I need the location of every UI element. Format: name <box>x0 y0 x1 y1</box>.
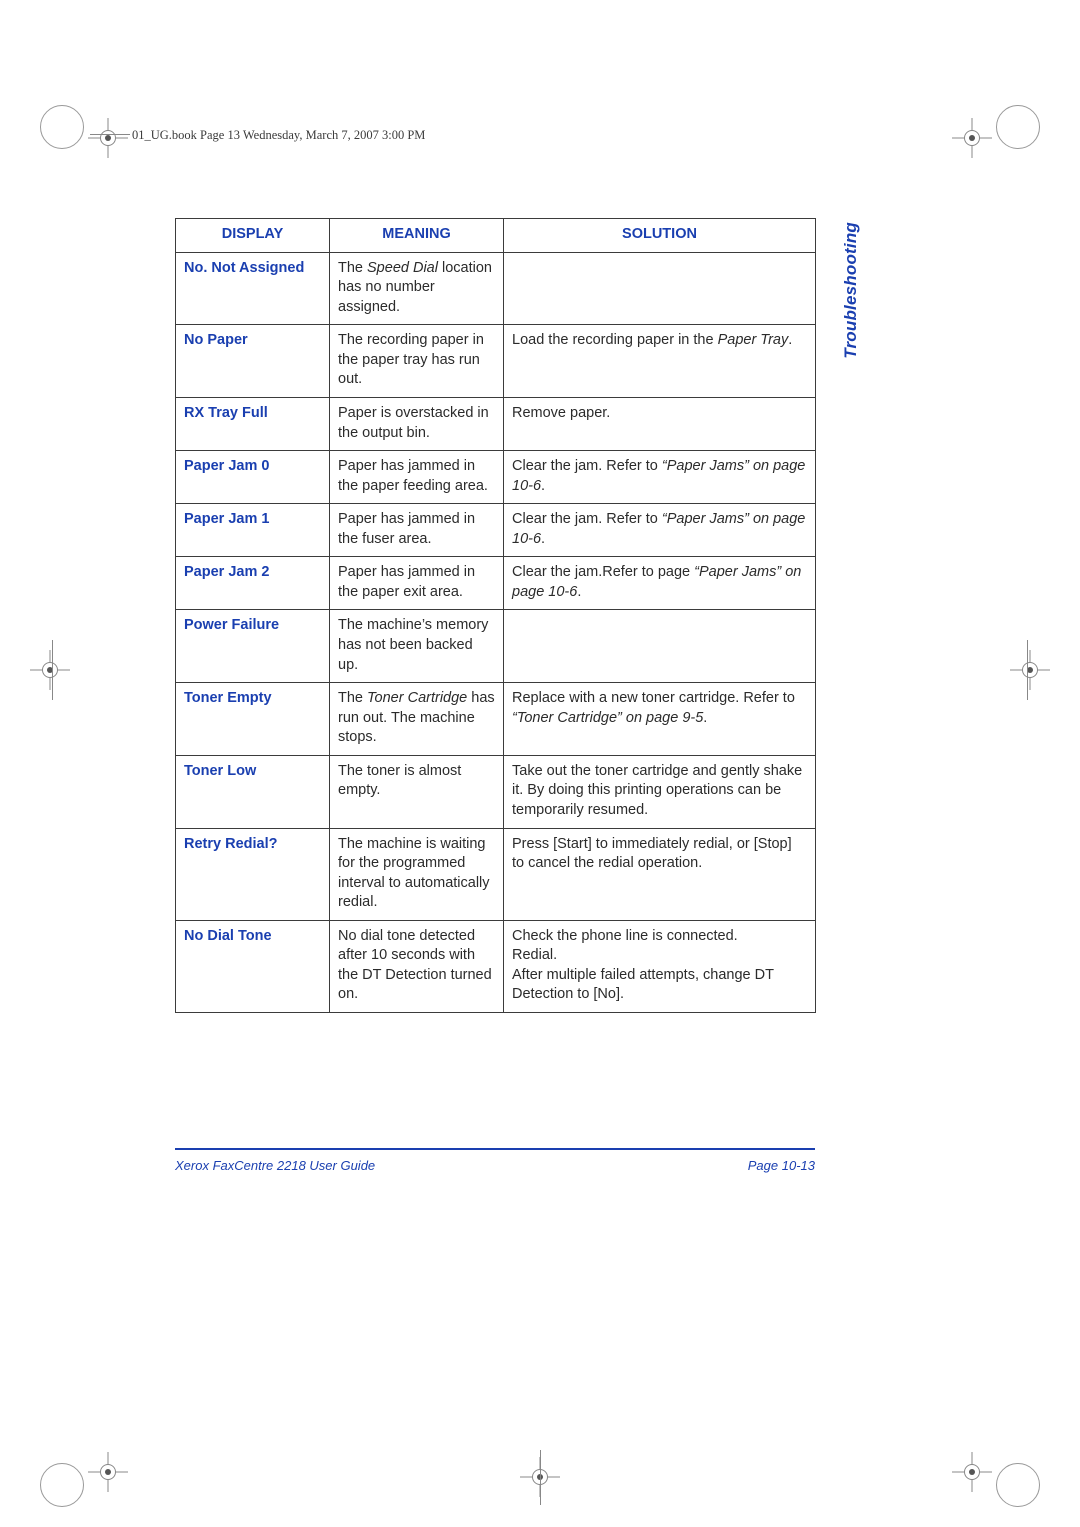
crop-line <box>52 640 53 700</box>
solution-cell <box>504 610 816 683</box>
meaning-cell: The toner is almost empty. <box>330 755 504 828</box>
solution-cell: Check the phone line is connected.Redial… <box>504 920 816 1012</box>
table-row: Toner LowThe toner is almost empty.Take … <box>176 755 816 828</box>
table-row: Paper Jam 2Paper has jammed in the paper… <box>176 557 816 610</box>
table-row: Paper Jam 0Paper has jammed in the paper… <box>176 451 816 504</box>
crop-corner-icon <box>996 105 1040 149</box>
meaning-cell: Paper has jammed in the paper feeding ar… <box>330 451 504 504</box>
meaning-cell: The Speed Dial location has no number as… <box>330 252 504 325</box>
display-cell: No Paper <box>176 325 330 398</box>
display-cell: Toner Low <box>176 755 330 828</box>
meaning-cell: The Toner Cartridge has run out. The mac… <box>330 683 504 756</box>
table-row: No PaperThe recording paper in the paper… <box>176 325 816 398</box>
table-row: RX Tray FullPaper is overstacked in the … <box>176 397 816 450</box>
display-cell: Paper Jam 1 <box>176 504 330 557</box>
footer-page-number: Page 10-13 <box>748 1158 815 1173</box>
meaning-cell: The machine is waiting for the programme… <box>330 828 504 920</box>
crop-register-icon <box>100 1464 116 1480</box>
solution-cell: Clear the jam. Refer to “Paper Jams” on … <box>504 504 816 557</box>
meaning-cell: The recording paper in the paper tray ha… <box>330 325 504 398</box>
solution-cell: Clear the jam. Refer to “Paper Jams” on … <box>504 451 816 504</box>
table-row: Toner EmptyThe Toner Cartridge has run o… <box>176 683 816 756</box>
display-cell: Retry Redial? <box>176 828 330 920</box>
display-cell: Power Failure <box>176 610 330 683</box>
troubleshooting-table: DISPLAY MEANING SOLUTION No. Not Assigne… <box>175 218 816 1013</box>
solution-cell: Remove paper. <box>504 397 816 450</box>
crop-register-icon <box>100 130 116 146</box>
meaning-cell: No dial tone detected after 10 seconds w… <box>330 920 504 1012</box>
table-row: No Dial ToneNo dial tone detected after … <box>176 920 816 1012</box>
crop-corner-icon <box>996 1463 1040 1507</box>
footer-guide-title: Xerox FaxCentre 2218 User Guide <box>175 1158 375 1173</box>
display-cell: No Dial Tone <box>176 920 330 1012</box>
solution-cell <box>504 252 816 325</box>
meaning-cell: The machine’s memory has not been backed… <box>330 610 504 683</box>
solution-cell: Clear the jam.Refer to page “Paper Jams”… <box>504 557 816 610</box>
meaning-cell: Paper has jammed in the fuser area. <box>330 504 504 557</box>
page-meta: 01_UG.book Page 13 Wednesday, March 7, 2… <box>132 128 425 143</box>
footer-rule <box>175 1148 815 1150</box>
crop-line <box>90 134 130 135</box>
display-cell: No. Not Assigned <box>176 252 330 325</box>
display-cell: Paper Jam 0 <box>176 451 330 504</box>
crop-corner-icon <box>40 105 84 149</box>
crop-line <box>1027 640 1028 700</box>
meaning-cell: Paper has jammed in the paper exit area. <box>330 557 504 610</box>
crop-corner-icon <box>40 1463 84 1507</box>
solution-cell: Load the recording paper in the Paper Tr… <box>504 325 816 398</box>
display-cell: Toner Empty <box>176 683 330 756</box>
display-cell: Paper Jam 2 <box>176 557 330 610</box>
solution-cell: Press [Start] to immediately redial, or … <box>504 828 816 920</box>
table-row: Paper Jam 1Paper has jammed in the fuser… <box>176 504 816 557</box>
table-row: Retry Redial?The machine is waiting for … <box>176 828 816 920</box>
display-cell: RX Tray Full <box>176 397 330 450</box>
table-header-row: DISPLAY MEANING SOLUTION <box>176 219 816 253</box>
crop-line <box>540 1450 541 1505</box>
crop-register-icon <box>964 1464 980 1480</box>
solution-cell: Take out the toner cartridge and gently … <box>504 755 816 828</box>
crop-register-icon <box>964 130 980 146</box>
col-header-meaning: MEANING <box>330 219 504 253</box>
crop-register-icon <box>1022 662 1038 678</box>
crop-register-icon <box>42 662 58 678</box>
col-header-solution: SOLUTION <box>504 219 816 253</box>
table-row: Power FailureThe machine’s memory has no… <box>176 610 816 683</box>
col-header-display: DISPLAY <box>176 219 330 253</box>
solution-cell: Replace with a new toner cartridge. Refe… <box>504 683 816 756</box>
meaning-cell: Paper is overstacked in the output bin. <box>330 397 504 450</box>
section-side-label: Troubleshooting <box>841 222 861 359</box>
table-row: No. Not AssignedThe Speed Dial location … <box>176 252 816 325</box>
